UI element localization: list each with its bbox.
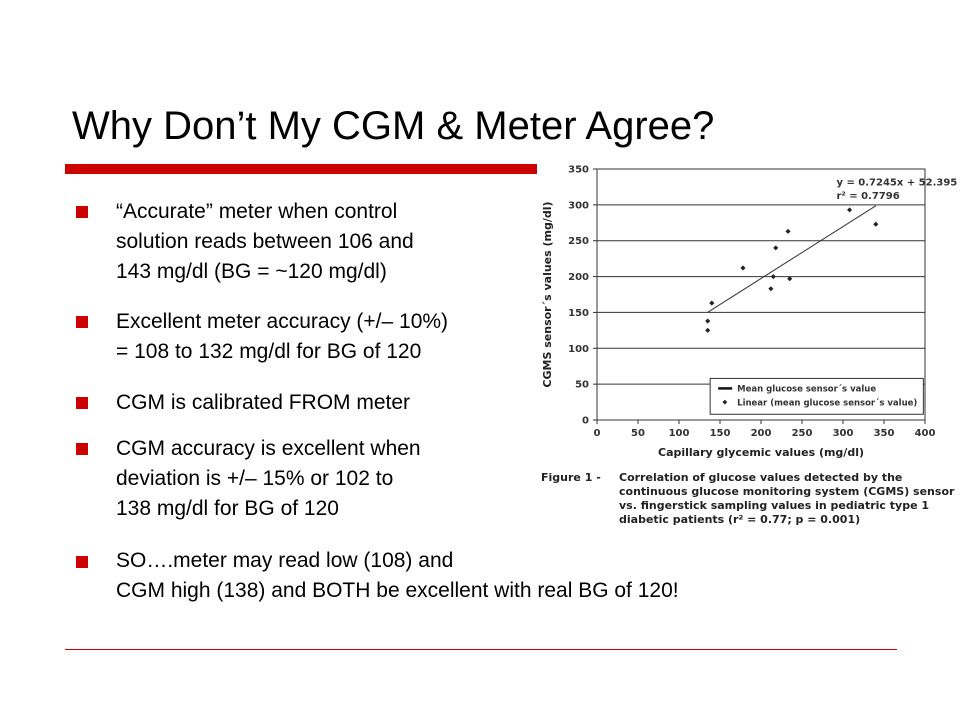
equation-label: y = 0.7245x + 52.395 — [836, 177, 957, 188]
x-tick-label: 50 — [631, 428, 645, 439]
y-tick-label: 50 — [575, 380, 589, 391]
bullet-marker — [76, 206, 88, 218]
data-point — [787, 276, 793, 282]
figure-label: Figure 1 - — [541, 471, 601, 484]
x-tick-label: 350 — [874, 428, 895, 439]
y-tick-label: 100 — [568, 344, 589, 355]
bullet-line: “Accurate” meter when control — [116, 200, 398, 223]
data-point — [768, 286, 774, 292]
bullet-item: CGM accuracy is excellent when deviation… — [116, 434, 421, 524]
caption-line: diabetic patients (r² = 0.77; p = 0.001) — [619, 513, 861, 526]
bullet-line: CGM high (138) and BOTH be excellent wit… — [116, 579, 679, 602]
caption-line: Correlation of glucose values detected b… — [619, 471, 903, 484]
x-tick-label: 200 — [751, 428, 772, 439]
x-tick-label: 400 — [915, 428, 936, 439]
bullet-item: “Accurate” meter when control solution r… — [116, 197, 414, 287]
legend-box — [709, 377, 924, 415]
bullet-marker — [76, 556, 88, 568]
title-underline — [65, 164, 555, 174]
bullet-item: SO….meter may read low (108) and CGM hig… — [116, 546, 679, 606]
bullet-item: CGM is calibrated FROM meter — [116, 388, 410, 418]
y-tick-label: 200 — [568, 272, 589, 283]
bullet-line: 143 mg/dl (BG = ~120 mg/dl) — [116, 260, 387, 283]
y-tick-label: 0 — [582, 416, 589, 427]
figure-caption-text: Correlation of glucose values detected b… — [619, 471, 955, 527]
y-tick-label: 300 — [568, 200, 589, 211]
bullet-line: 138 mg/dl for BG of 120 — [116, 497, 339, 520]
y-tick-label: 350 — [568, 165, 589, 176]
footer-rule — [65, 649, 897, 650]
bullet-line: deviation is +/– 15% or 102 to — [116, 467, 394, 490]
r-squared-label: r² = 0.7796 — [836, 191, 899, 202]
figure-caption: Figure 1 - Correlation of glucose values… — [537, 469, 960, 529]
slide-title: Why Don’t My CGM & Meter Agree? — [72, 104, 715, 148]
bullet-line: SO….meter may read low (108) and — [116, 549, 454, 572]
x-tick-label: 0 — [594, 428, 601, 439]
caption-line: vs. fingerstick sampling values in pedia… — [619, 499, 930, 512]
bullet-marker — [76, 443, 88, 455]
bullet-line: solution reads between 106 and — [116, 230, 414, 253]
bullet-line: CGM is calibrated FROM meter — [116, 391, 411, 414]
scatter-chart: 0 50 100 150 200 250 300 350 0 50 100 150 200 250 300 3… — [541, 165, 957, 460]
caption-line: continuous glucose monitoring system (CG… — [619, 485, 955, 498]
y-tick-label: 150 — [568, 308, 589, 319]
x-axis-label: Capillary glycemic values (mg/dl) — [658, 446, 864, 459]
bullet-marker — [76, 397, 88, 409]
bullet-line: CGM accuracy is excellent when — [116, 437, 421, 460]
x-tick-label: 100 — [669, 428, 690, 439]
y-axis-label: CGMS sensor´s values (mg/dl) — [541, 201, 554, 387]
legend-entry: Linear (mean glucose sensor´s value) — [737, 397, 917, 408]
bullet-item: Excellent meter accuracy (+/– 10%) = 108… — [116, 307, 448, 367]
x-tick-label: 150 — [710, 428, 731, 439]
trendline — [707, 205, 877, 313]
y-tick-label: 250 — [568, 236, 589, 247]
x-tick-label: 250 — [792, 428, 813, 439]
bullet-line: = 108 to 132 mg/dl for BG of 120 — [116, 340, 422, 363]
x-tick-label: 300 — [833, 428, 854, 439]
data-point — [705, 318, 711, 324]
bullet-line: Excellent meter accuracy (+/– 10%) — [116, 310, 449, 333]
figure-panel: 0 50 100 150 200 250 300 350 0 50 100 150 200 250 300 3… — [537, 157, 960, 530]
legend-entry: Mean glucose sensor´s value — [737, 383, 876, 394]
bullet-marker — [76, 316, 88, 328]
